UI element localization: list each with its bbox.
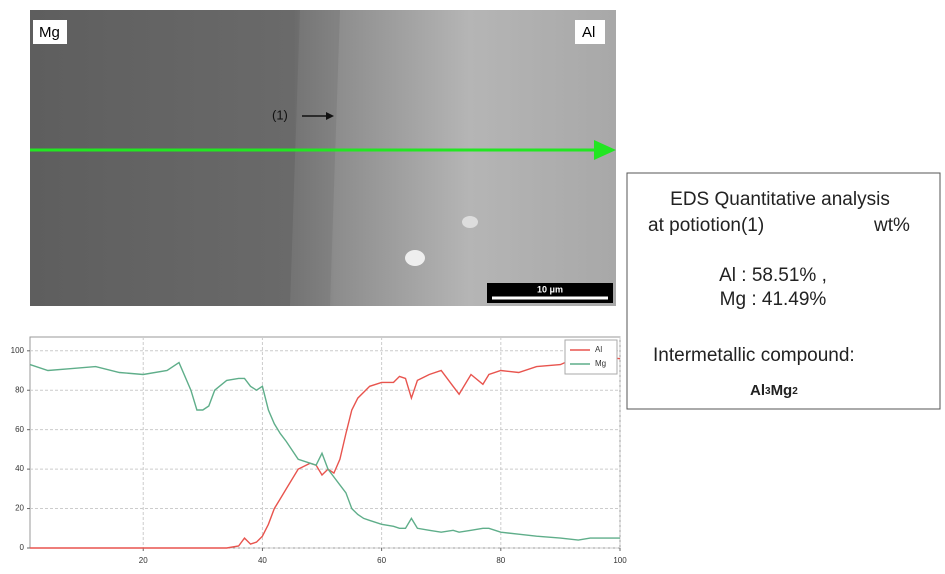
panel-unit: wt% (873, 215, 910, 236)
image-label: Al (582, 24, 595, 41)
x-tick-label: 20 (139, 556, 148, 565)
result-panel: EDS Quantitative analysis at potiotion(1… (627, 173, 940, 409)
panel-title: at potiotion(1) (648, 215, 764, 236)
formula-part: 2 (792, 386, 798, 397)
formula-part: Mg (771, 382, 793, 399)
x-tick-label: 80 (496, 556, 505, 565)
panel-label: Intermetallic compound: (653, 345, 855, 366)
x-tick-label: 40 (258, 556, 267, 565)
particle (405, 250, 425, 266)
legend-frame (565, 340, 617, 374)
formula: Al3Mg2 (750, 382, 798, 399)
micrograph: Mg Al (1) 10 μm (30, 10, 616, 306)
point-label: (1) (272, 107, 288, 122)
x-tick-label: 100 (613, 556, 627, 565)
formula-part: Al (750, 382, 765, 399)
line-scan-chart: 0 20 40 60 80 100 20 40 60 80 100 Al Mg (11, 337, 628, 565)
legend-label: Al (595, 345, 602, 354)
y-tick-label: 100 (11, 346, 25, 355)
image-label: Mg (39, 24, 60, 41)
page: Mg Al (1) 10 μm EDS Quantitative analysi… (0, 0, 945, 569)
figure: Mg Al (1) 10 μm EDS Quantitative analysi… (0, 0, 945, 569)
y-tick-label: 60 (15, 425, 24, 434)
particle (462, 216, 478, 228)
panel-title: EDS Quantitative analysis (670, 189, 890, 210)
panel-result: Mg : 41.49% (720, 289, 827, 310)
x-tick-label: 60 (377, 556, 386, 565)
y-tick-label: 40 (15, 464, 24, 473)
legend-label: Mg (595, 359, 606, 368)
y-tick-label: 20 (15, 504, 24, 513)
y-tick-label: 0 (20, 543, 25, 552)
y-tick-label: 80 (15, 385, 24, 394)
panel-result: Al : 58.51% , (719, 265, 827, 286)
scale-label: 10 μm (537, 284, 563, 294)
